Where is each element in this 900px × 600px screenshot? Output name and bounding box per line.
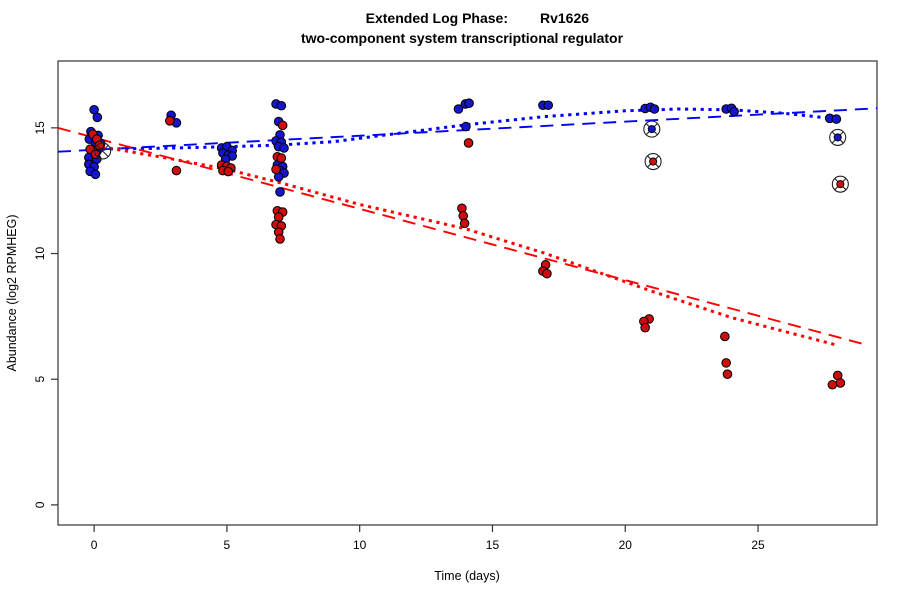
- data-point-blue-samples: [92, 112, 103, 123]
- data-point-red-samples: [276, 153, 287, 163]
- data-point-blue-samples: [279, 143, 289, 153]
- data-point-blue-samples: [831, 114, 842, 124]
- highlight-marker-highlighted-open: [94, 142, 112, 160]
- x-axis-title: Time (days): [434, 569, 500, 583]
- y-axis-title: Abundance (log2 RPMHEG): [5, 214, 19, 371]
- data-point-red-samples: [171, 165, 182, 176]
- data-point-blue-samples: [543, 100, 554, 111]
- plot-subtitle: two-component system transcriptional reg…: [301, 30, 624, 46]
- highlight-x-stroke: [96, 144, 109, 158]
- data-point-red-samples: [640, 322, 650, 333]
- data-point-blue-samples: [90, 169, 101, 180]
- x-tick-label: 25: [751, 538, 765, 552]
- highlight-marker-highlighted-blue: [829, 128, 847, 146]
- data-point-red-samples: [223, 166, 234, 177]
- x-tick-label: 20: [619, 538, 633, 552]
- data-point-blue-samples: [275, 187, 285, 197]
- data-point-blue-samples: [461, 121, 471, 132]
- data-point-red-samples: [277, 120, 288, 131]
- highlight-ring: [831, 175, 849, 193]
- trend-line-red-linear-fit: [57, 126, 869, 347]
- data-point-blue-samples: [464, 98, 474, 109]
- data-point-red-samples: [165, 116, 175, 126]
- highlight-dot: [647, 125, 656, 134]
- highlight-dot: [649, 157, 658, 166]
- data-point-red-samples: [463, 138, 474, 148]
- data-point-red-samples: [827, 379, 838, 390]
- data-points-layer: [84, 98, 849, 390]
- data-point-blue-samples: [729, 106, 739, 117]
- y-tick-label: 10: [33, 247, 47, 261]
- data-point-red-samples: [720, 331, 730, 342]
- x-tick-label: 10: [353, 538, 367, 552]
- plot-box: [57, 60, 878, 526]
- y-tick-label: 15: [33, 121, 47, 135]
- data-point-red-samples: [721, 358, 731, 368]
- highlight-marker-highlighted-blue: [643, 120, 661, 138]
- data-point-red-samples: [722, 369, 733, 379]
- plot-title-gene: Rv1626: [540, 10, 589, 26]
- highlight-ring: [643, 120, 661, 138]
- highlight-ring: [94, 142, 112, 160]
- x-tick-label: 5: [224, 538, 231, 552]
- x-tick-label: 15: [486, 538, 500, 552]
- plot-title-prefix: Extended Log Phase:: [366, 10, 508, 26]
- data-point-red-samples: [542, 268, 552, 279]
- y-tick-label: 5: [33, 376, 47, 383]
- highlight-dot: [836, 180, 845, 189]
- data-point-red-samples: [271, 164, 281, 175]
- axes-layer: 0 5 10 15 20 25 0 5 10 15: [33, 60, 878, 552]
- highlight-ring: [644, 152, 662, 171]
- data-point-red-samples: [275, 234, 285, 244]
- x-tick-label: 0: [91, 538, 98, 552]
- trend-line-red-smooth-fit: [93, 144, 839, 347]
- data-point-blue-samples: [649, 104, 660, 114]
- highlight-ring: [829, 128, 847, 146]
- highlight-dot: [833, 133, 842, 142]
- y-tick-label: 0: [33, 501, 47, 508]
- highlight-marker-highlighted-red: [644, 152, 662, 171]
- data-point-red-samples: [459, 218, 470, 229]
- data-point-blue-samples: [453, 104, 464, 114]
- highlight-marker-highlighted-red: [831, 175, 849, 193]
- data-point-red-samples: [835, 378, 846, 388]
- data-point-blue-samples: [276, 100, 287, 111]
